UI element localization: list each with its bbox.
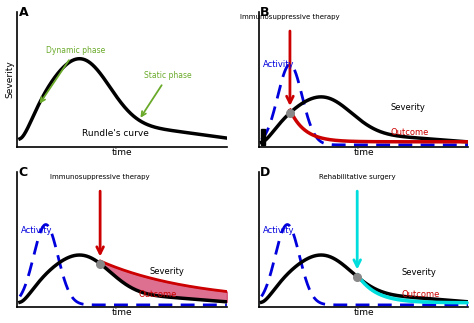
Text: Rehabilitative surgery: Rehabilitative surgery: [319, 174, 395, 180]
Text: Immunosuppressive therapy: Immunosuppressive therapy: [240, 14, 340, 20]
Text: C: C: [18, 166, 27, 179]
Text: Outcome: Outcome: [401, 290, 439, 299]
Text: Outcome: Outcome: [391, 128, 429, 137]
Text: Activity: Activity: [21, 225, 53, 234]
Text: B: B: [260, 6, 269, 19]
Text: Activity: Activity: [263, 60, 294, 69]
Text: D: D: [260, 166, 270, 179]
Text: Dynamic phase: Dynamic phase: [41, 46, 105, 102]
X-axis label: time: time: [112, 308, 132, 318]
Text: Immunosuppressive therapy: Immunosuppressive therapy: [50, 174, 150, 180]
Bar: [262, 129, 265, 145]
Text: Severity: Severity: [391, 103, 426, 112]
Text: Rundle's curve: Rundle's curve: [82, 129, 149, 138]
Text: Severity: Severity: [149, 267, 184, 276]
X-axis label: time: time: [112, 148, 132, 157]
Text: Static phase: Static phase: [142, 71, 191, 116]
X-axis label: time: time: [353, 308, 374, 318]
X-axis label: time: time: [353, 148, 374, 157]
Text: Severity: Severity: [401, 268, 436, 277]
Text: Activity: Activity: [263, 225, 294, 234]
Text: A: A: [19, 6, 28, 19]
Text: Outcome: Outcome: [139, 290, 177, 299]
Y-axis label: Severity: Severity: [6, 61, 15, 99]
